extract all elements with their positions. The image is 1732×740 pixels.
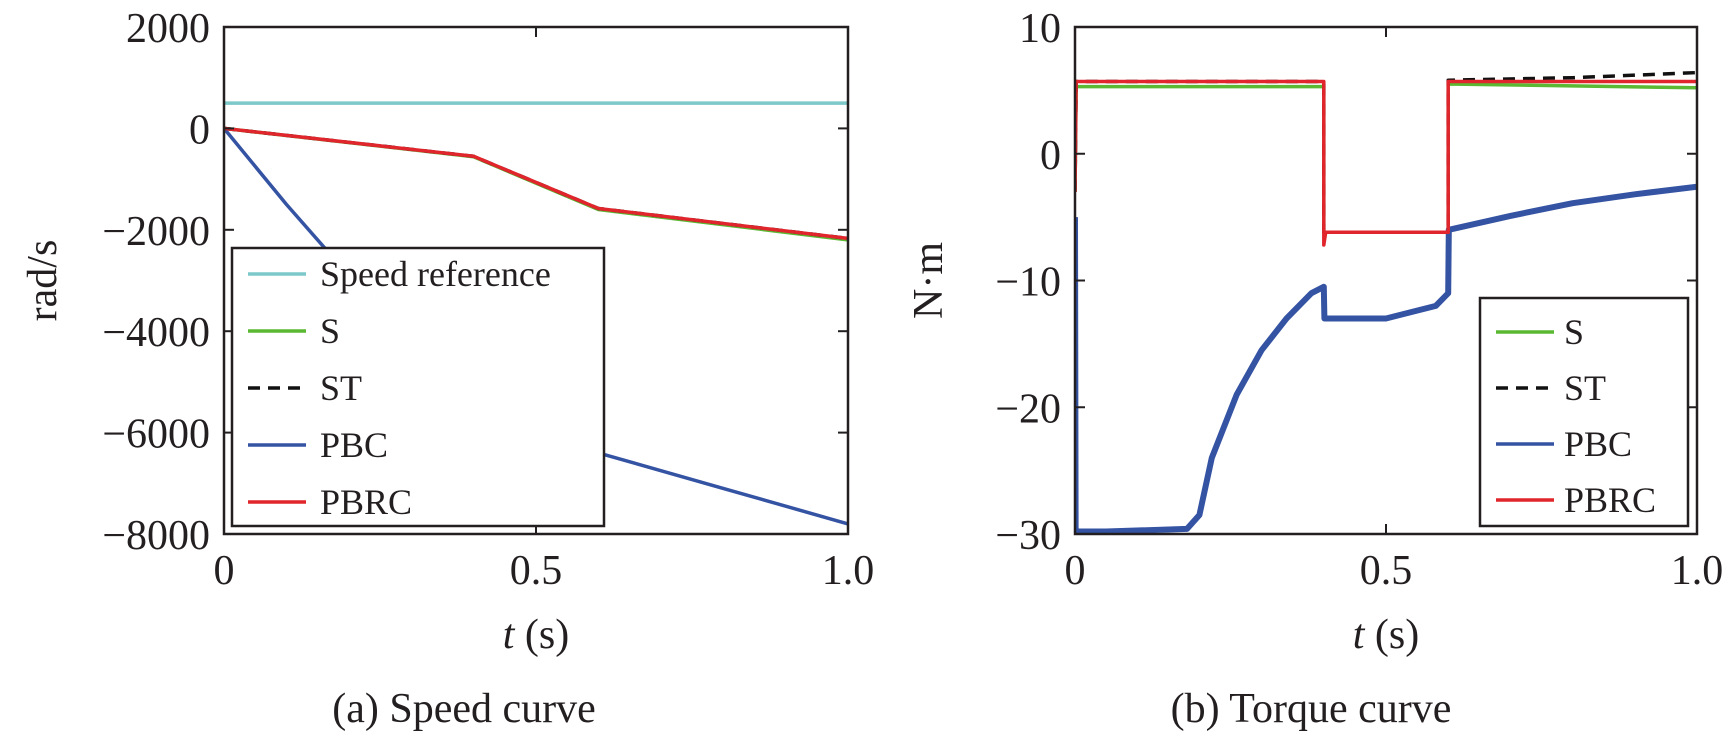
series-group bbox=[224, 101, 848, 526]
y-tick-label: 0 bbox=[189, 107, 210, 153]
x-tick-label: 0 bbox=[1065, 548, 1086, 594]
legend-label: ST bbox=[320, 368, 362, 408]
legend-label: S bbox=[320, 311, 340, 351]
x-axis-label-unit: (s) bbox=[1364, 612, 1419, 658]
y-tick-label: 0 bbox=[1040, 133, 1061, 179]
y-axis-label: N·m bbox=[906, 242, 952, 319]
y-axis-label: rad/s bbox=[20, 240, 66, 322]
y-tick-label: −2000 bbox=[102, 209, 210, 255]
chart-speed: 0 0.5 1.0 2000 0 −2000 −4000 −6000 −8000 t (s) rad… bbox=[20, 6, 874, 732]
legend-label: PBRC bbox=[320, 482, 412, 522]
x-axis-label-unit: (s) bbox=[514, 612, 569, 658]
y-tick-label: −8000 bbox=[102, 513, 210, 559]
legend-label: ST bbox=[1564, 368, 1606, 408]
x-axis-label-variable: t bbox=[503, 612, 516, 658]
x-axis-label-variable: t bbox=[1353, 612, 1366, 658]
x-tick-label: 1.0 bbox=[1671, 548, 1724, 594]
y-tick-label: −30 bbox=[995, 513, 1061, 559]
legend: S ST PBC PBRC bbox=[1478, 296, 1690, 528]
y-tick-label: 10 bbox=[1019, 6, 1061, 52]
legend: Speed reference S ST PBC PBRC bbox=[230, 246, 606, 528]
figure-caption: (b) Torque curve bbox=[1171, 686, 1452, 732]
x-tick-label: 0.5 bbox=[1360, 548, 1413, 594]
x-tick-label: 0 bbox=[214, 548, 235, 594]
legend-label: PBC bbox=[320, 425, 388, 465]
y-tick-label: 2000 bbox=[126, 6, 210, 52]
series-pbc-line bbox=[1075, 183, 1697, 534]
figure-caption: (a) Speed curve bbox=[332, 686, 596, 732]
y-tick-label: −6000 bbox=[102, 412, 210, 458]
y-tick-label: −10 bbox=[995, 260, 1061, 306]
legend-label: S bbox=[1564, 312, 1584, 352]
legend-box bbox=[1478, 296, 1690, 528]
series-pbrc-line bbox=[1075, 79, 1697, 247]
chart-torque: 0 0.5 1.0 10 0 −10 −20 −30 t (s) N·m (b) Torque cu… bbox=[906, 6, 1723, 732]
series-st-line bbox=[1075, 70, 1697, 235]
legend-label: Speed reference bbox=[320, 254, 551, 294]
x-axis-label: t (s) bbox=[503, 612, 570, 658]
series-pbrc-line bbox=[224, 126, 848, 241]
series-group bbox=[1075, 70, 1697, 534]
y-tick-label: −20 bbox=[995, 386, 1061, 432]
y-tick-label: −4000 bbox=[102, 310, 210, 356]
legend-label: PBC bbox=[1564, 424, 1632, 464]
x-tick-label: 1.0 bbox=[822, 548, 875, 594]
legend-label: PBRC bbox=[1564, 480, 1656, 520]
x-axis-label: t (s) bbox=[1353, 612, 1420, 658]
x-tick-label: 0.5 bbox=[510, 548, 563, 594]
series-s-line bbox=[1075, 82, 1697, 235]
